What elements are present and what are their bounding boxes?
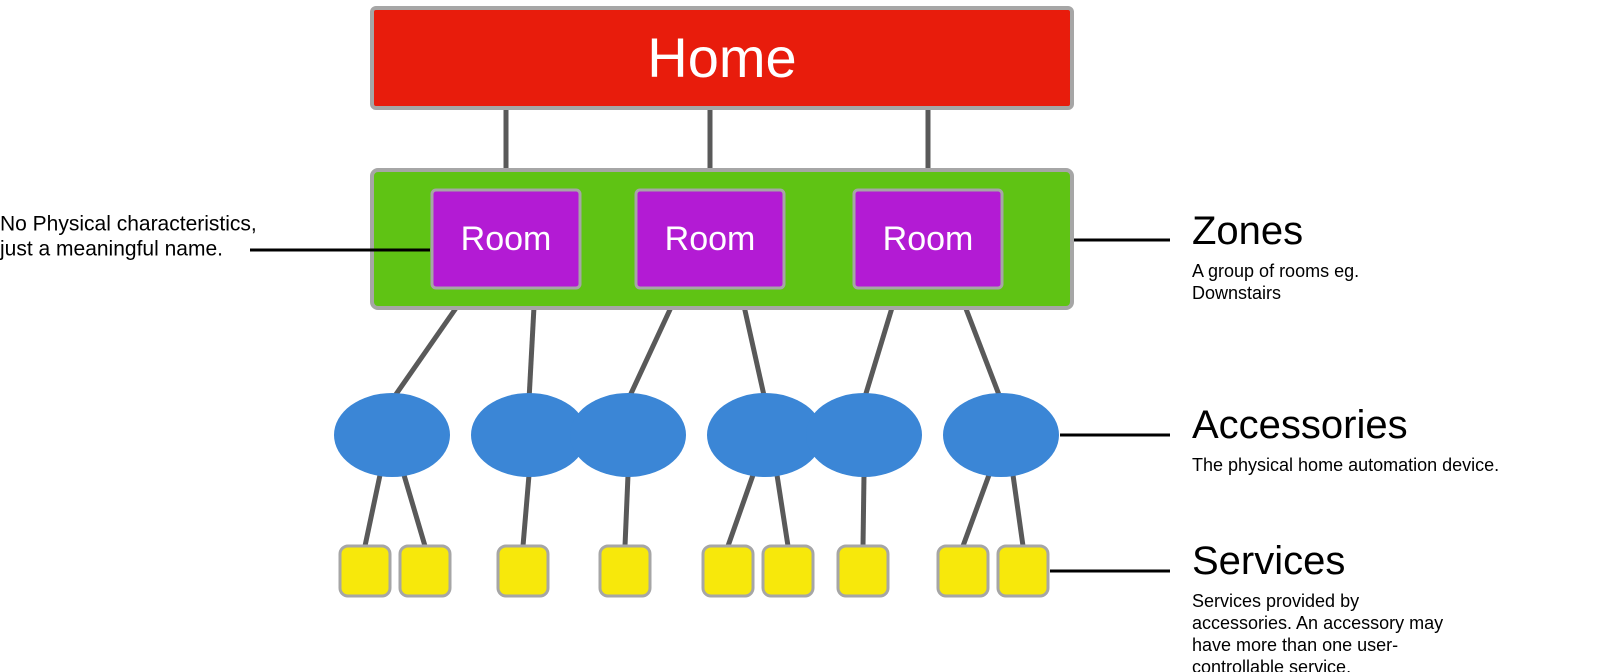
- connector-edge: [404, 475, 425, 546]
- connector-edge: [728, 475, 753, 546]
- homekit-hierarchy-diagram: Home Room Room Room No Physical characterist…: [0, 0, 1612, 672]
- accessory-node: [334, 393, 450, 477]
- service-node: [340, 546, 390, 596]
- accessories-annotation-desc: The physical home automation device.: [1192, 455, 1499, 475]
- zones-annotation-desc: A group of rooms eg.: [1192, 261, 1359, 281]
- room-annotation-text: just a meaningful name.: [0, 237, 223, 260]
- service-node: [400, 546, 450, 596]
- service-node: [498, 546, 548, 596]
- zones-annotation-title: Zones: [1192, 209, 1303, 253]
- services-annotation-desc: have more than one user-: [1192, 635, 1398, 655]
- connector-edge: [365, 475, 380, 546]
- service-node: [703, 546, 753, 596]
- room-label: Room: [665, 220, 756, 258]
- accessory-node: [471, 393, 587, 477]
- room-label: Room: [461, 220, 552, 258]
- connector-edge: [777, 475, 788, 546]
- accessory-node: [943, 393, 1059, 477]
- connector-edge: [863, 475, 864, 546]
- service-node: [600, 546, 650, 596]
- services-annotation-desc: accessories. An accessory may: [1192, 613, 1443, 633]
- accessory-node: [570, 393, 686, 477]
- services-annotation-desc: controllable service.: [1192, 657, 1351, 672]
- accessories-annotation-title: Accessories: [1192, 403, 1408, 447]
- zones-annotation-desc: Downstairs: [1192, 283, 1281, 303]
- accessory-node: [707, 393, 823, 477]
- room-label: Room: [883, 220, 974, 258]
- service-node: [838, 546, 888, 596]
- connector-edge: [523, 475, 529, 546]
- services-annotation-desc: Services provided by: [1192, 591, 1359, 611]
- services-annotation-title: Services: [1192, 539, 1345, 583]
- service-node: [998, 546, 1048, 596]
- room-annotation-text: No Physical characteristics,: [0, 212, 257, 235]
- connector-edge: [1013, 475, 1023, 546]
- home-label: Home: [647, 26, 796, 89]
- accessory-node: [806, 393, 922, 477]
- service-node: [763, 546, 813, 596]
- service-node: [938, 546, 988, 596]
- connector-edge: [625, 475, 628, 546]
- connector-edge: [963, 475, 989, 546]
